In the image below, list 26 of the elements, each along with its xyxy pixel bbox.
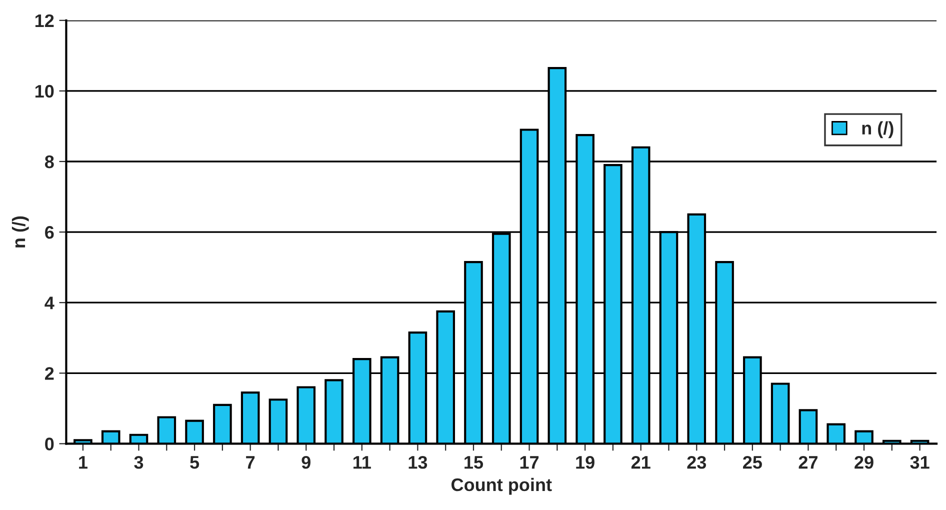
legend-label: n (/) <box>862 121 894 138</box>
y-axis-title: n (/) <box>12 216 29 248</box>
x-tick-label: 7 <box>246 456 255 469</box>
x-tick-label: 27 <box>798 456 818 469</box>
y-tick-label: 2 <box>45 367 54 380</box>
x-tick-label: 25 <box>743 456 762 469</box>
y-tick-label: 4 <box>44 296 54 310</box>
x-tick-label: 15 <box>464 456 484 469</box>
x-tick-label: 19 <box>576 456 594 469</box>
x-tick-label: 11 <box>354 456 371 469</box>
y-tick-label: 10 <box>35 84 54 98</box>
x-axis-title: Count point <box>451 478 552 495</box>
x-tick-label: 9 <box>302 456 310 469</box>
x-tick-label: 5 <box>190 456 200 469</box>
x-tick-label: 1 <box>79 456 88 469</box>
x-tick-label: 3 <box>134 456 144 469</box>
y-tick-label: 12 <box>35 14 54 27</box>
x-tick-label: 23 <box>687 456 706 469</box>
x-tick-label: 13 <box>408 456 428 469</box>
y-tick-label: 8 <box>44 155 54 168</box>
x-tick-label: 29 <box>854 456 874 469</box>
y-tick-label: 0 <box>45 438 54 450</box>
y-tick-label: 6 <box>45 226 54 239</box>
x-tick-label: 31 <box>910 456 930 469</box>
x-tick-label: 21 <box>631 456 650 469</box>
x-tick-label: 17 <box>520 456 539 469</box>
